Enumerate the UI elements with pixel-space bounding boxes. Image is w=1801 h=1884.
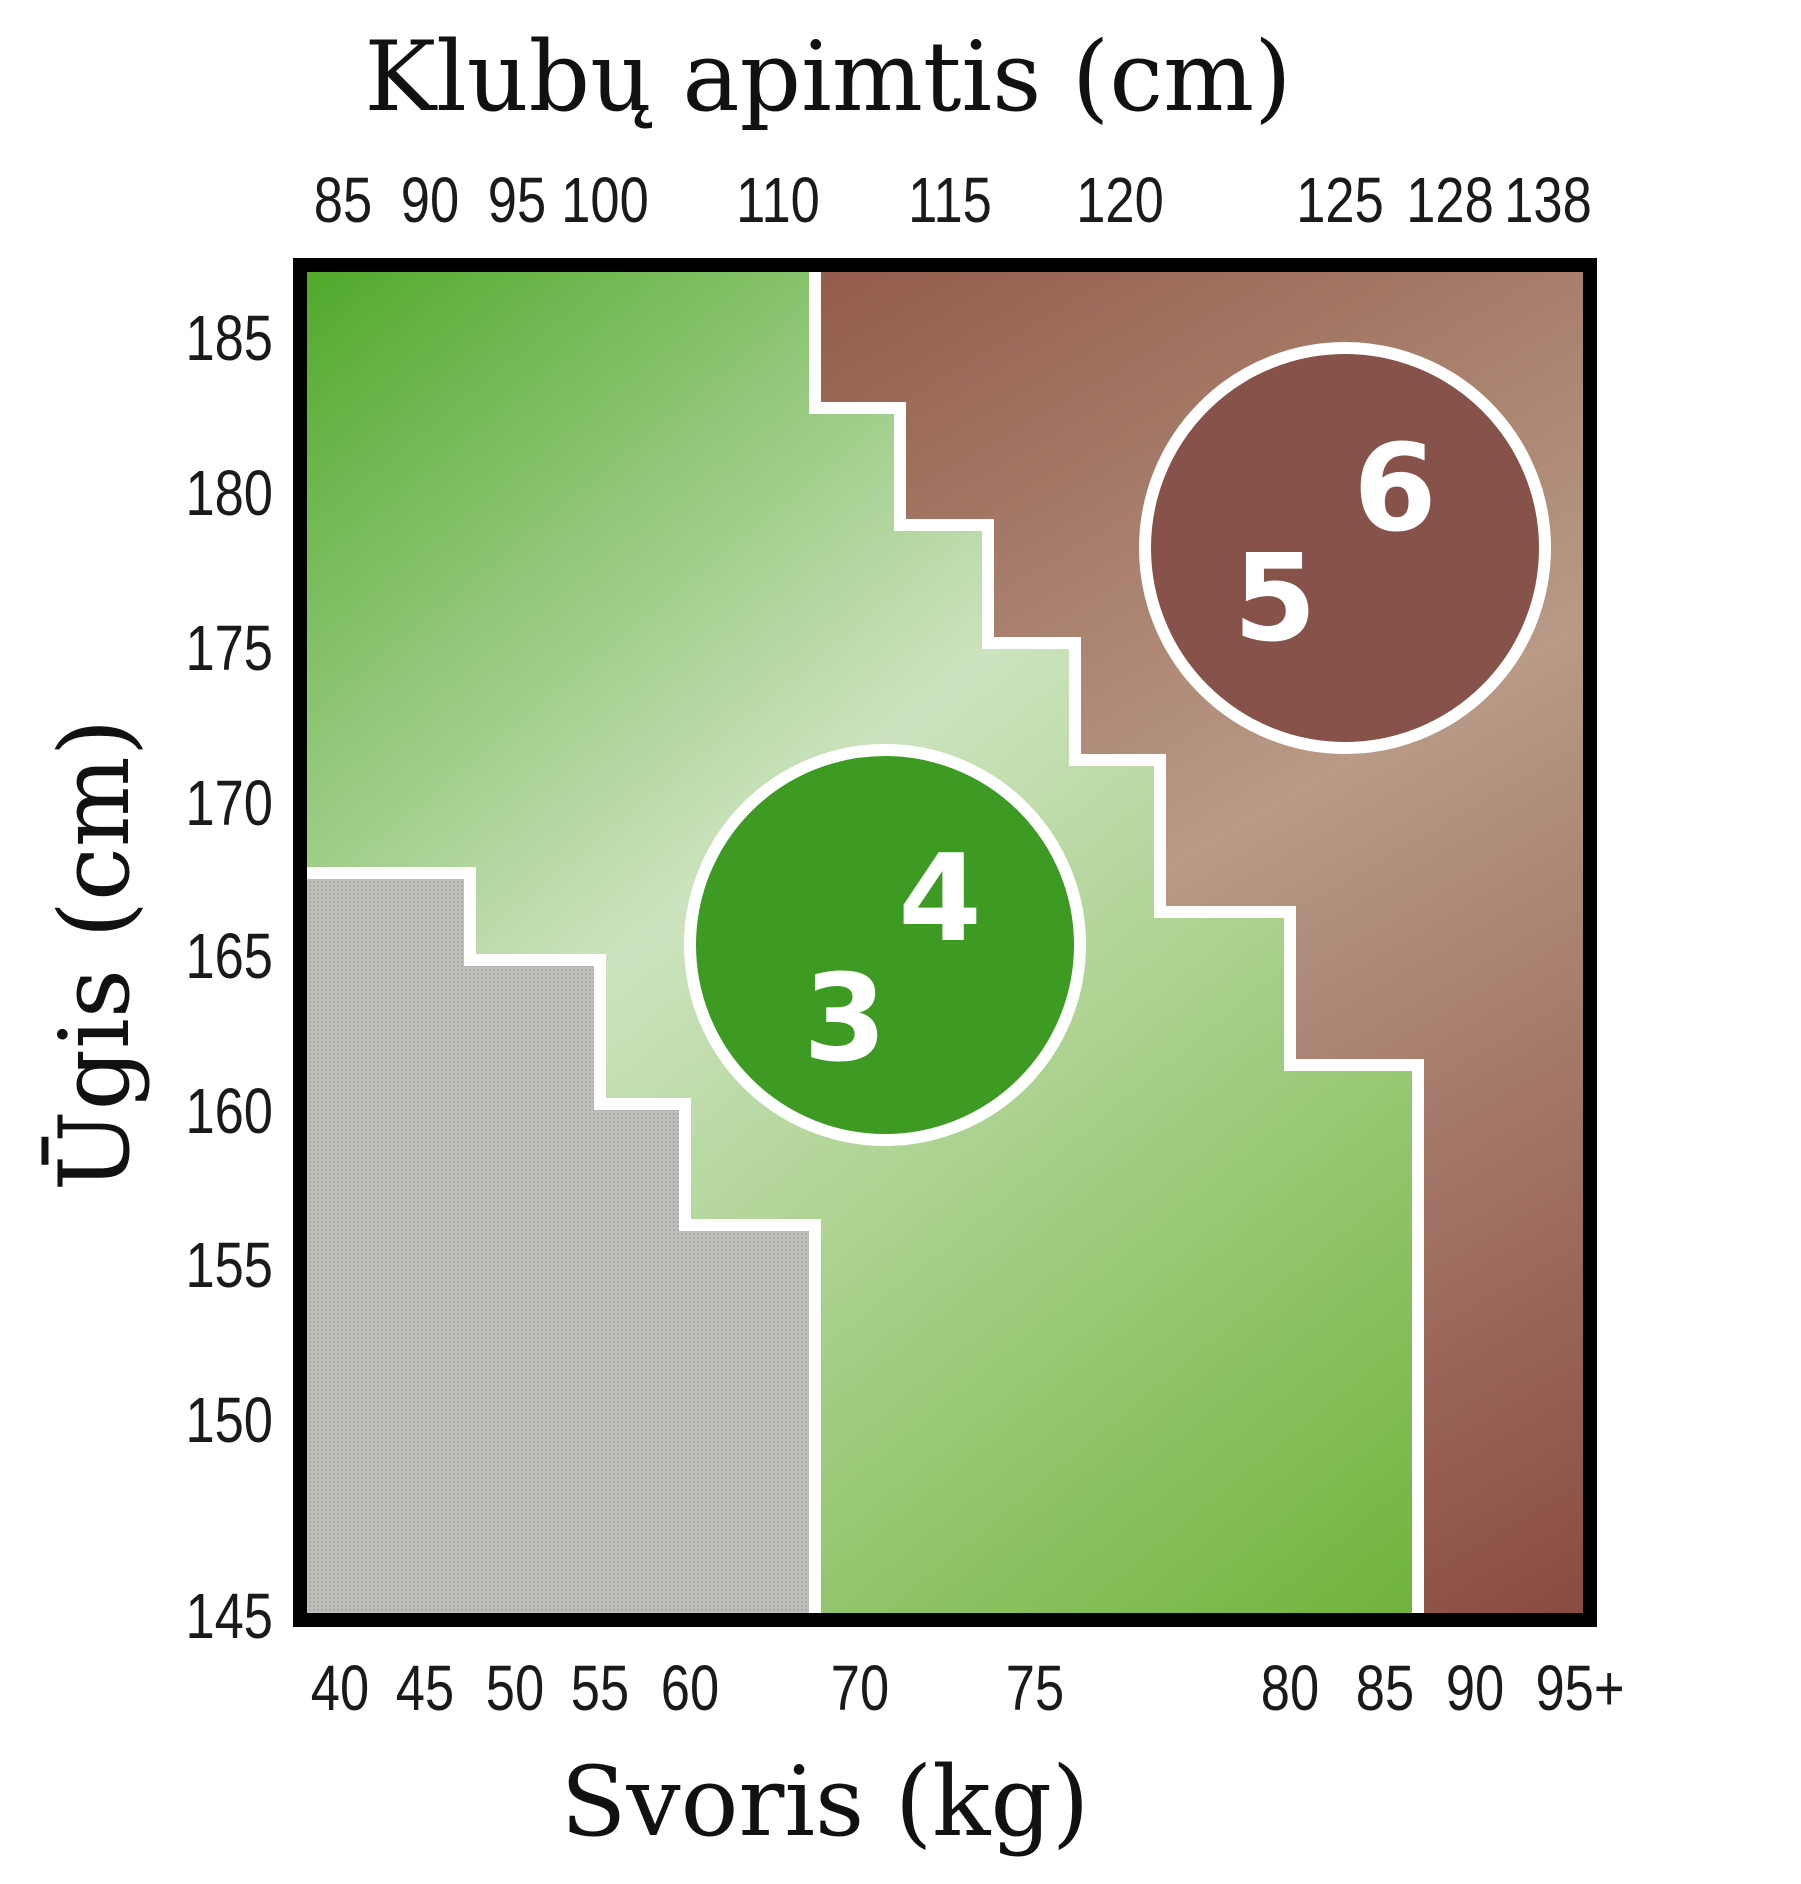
top-tick-125: 125	[1296, 165, 1384, 236]
badge-label-3: 3	[803, 950, 887, 1089]
left-axis-title: Ūgis (cm)	[39, 719, 151, 1192]
bottom-tick-45: 45	[396, 1653, 454, 1724]
top-axis-title: Klubų apimtis (cm)	[364, 21, 1291, 133]
top-tick-100: 100	[561, 165, 649, 236]
bottom-tick-60: 60	[661, 1653, 719, 1724]
plot-frame	[293, 258, 1597, 1627]
badge-label-6: 6	[1353, 420, 1437, 559]
bottom-tick-90: 90	[1446, 1653, 1504, 1724]
left-tick-180: 180	[185, 458, 273, 529]
top-tick-95: 95	[488, 165, 546, 236]
bottom-tick-40: 40	[311, 1653, 369, 1724]
left-tick-165: 165	[185, 921, 273, 992]
top-tick-90: 90	[401, 165, 459, 236]
bottom-tick-55: 55	[571, 1653, 629, 1724]
left-tick-175: 175	[185, 613, 273, 684]
bottom-axis-title: Svoris (kg)	[561, 1746, 1090, 1858]
left-tick-150: 150	[185, 1385, 273, 1456]
top-tick-138: 138	[1504, 165, 1592, 236]
bottom-tick-85: 85	[1356, 1653, 1414, 1724]
top-tick-85: 85	[314, 165, 372, 236]
badge-label-5: 5	[1233, 530, 1317, 669]
badge-label-4: 4	[898, 830, 982, 969]
badge-brown	[1139, 342, 1551, 754]
bottom-tick-95-plus: 95+	[1535, 1653, 1624, 1724]
bottom-tick-50: 50	[486, 1653, 544, 1724]
top-axis-ticks: 85 90 95 100 110 115 120 125 128 138	[314, 165, 1592, 236]
top-tick-115: 115	[908, 165, 992, 236]
left-tick-155: 155	[185, 1230, 273, 1301]
bottom-axis-ticks: 40 45 50 55 60 70 75 80 85 90 95+	[311, 1653, 1625, 1724]
bottom-tick-70: 70	[831, 1653, 889, 1724]
left-tick-145: 145	[185, 1581, 273, 1652]
left-tick-185: 185	[185, 303, 273, 374]
bottom-tick-80: 80	[1261, 1653, 1319, 1724]
bottom-tick-75: 75	[1006, 1653, 1064, 1724]
left-axis-ticks: 185 180 175 170 165 160 155 150 145	[185, 303, 273, 1652]
top-tick-110: 110	[736, 165, 820, 236]
left-tick-160: 160	[185, 1076, 273, 1147]
top-tick-120: 120	[1076, 165, 1164, 236]
left-tick-170: 170	[185, 768, 273, 839]
badge-green	[684, 744, 1086, 1146]
top-tick-128: 128	[1406, 165, 1494, 236]
